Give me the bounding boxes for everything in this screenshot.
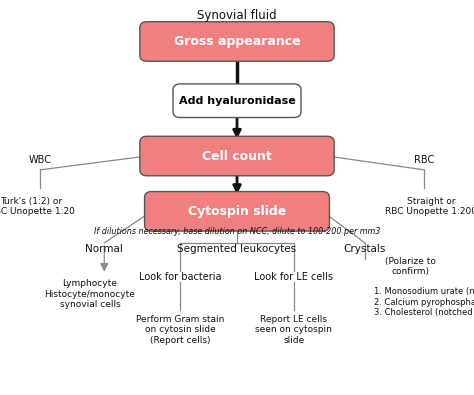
Text: (Polarize to
confirm): (Polarize to confirm) <box>384 257 436 276</box>
Text: Add hyaluronidase: Add hyaluronidase <box>179 96 295 106</box>
Text: Segmented leukocytes: Segmented leukocytes <box>177 244 297 254</box>
Text: Perform Gram stain
on cytosin slide
(Report cells): Perform Gram stain on cytosin slide (Rep… <box>136 315 224 345</box>
FancyBboxPatch shape <box>145 192 329 231</box>
Text: Lymphocyte
Histocyte/monocyte
synovial cells: Lymphocyte Histocyte/monocyte synovial c… <box>45 279 136 309</box>
Text: Look for bacteria: Look for bacteria <box>139 272 221 282</box>
Text: Straight or
RBC Unopette 1:200: Straight or RBC Unopette 1:200 <box>385 197 474 216</box>
FancyBboxPatch shape <box>173 84 301 118</box>
Text: Cell count: Cell count <box>202 150 272 162</box>
Text: Gross appearance: Gross appearance <box>173 35 301 48</box>
Text: Turk's (1:2) or
WBC Unopette 1:20: Turk's (1:2) or WBC Unopette 1:20 <box>0 197 75 216</box>
Text: WBC: WBC <box>29 155 52 165</box>
Text: Look for LE cells: Look for LE cells <box>255 272 333 282</box>
Text: Normal: Normal <box>85 244 123 254</box>
Text: If dilutions necessary, base dilution on NCC, dilute to 100-200 per mm3: If dilutions necessary, base dilution on… <box>94 228 380 236</box>
FancyBboxPatch shape <box>140 136 334 176</box>
Text: Crystals: Crystals <box>344 244 386 254</box>
Text: Synovial fluid: Synovial fluid <box>197 9 277 21</box>
Text: 1. Monosodium urate (needle like)
2. Calcium pyrophosphate (rhomboid)
3. Cholest: 1. Monosodium urate (needle like) 2. Cal… <box>374 287 474 317</box>
Text: RBC: RBC <box>414 155 434 165</box>
Text: Report LE cells
seen on cytospin
slide: Report LE cells seen on cytospin slide <box>255 315 332 345</box>
FancyBboxPatch shape <box>140 22 334 61</box>
Text: Cytospin slide: Cytospin slide <box>188 205 286 218</box>
